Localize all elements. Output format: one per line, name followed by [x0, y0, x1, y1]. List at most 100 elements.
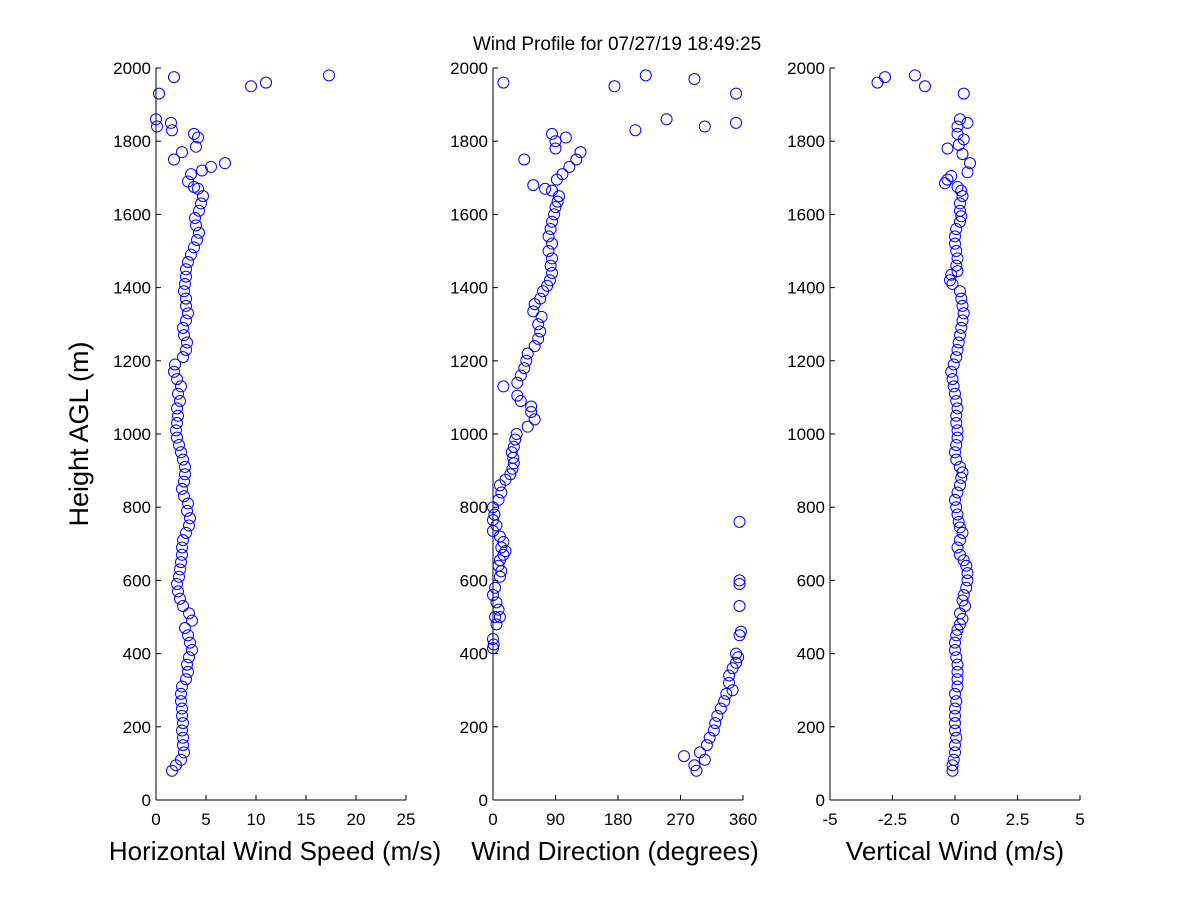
- data-point: [950, 501, 963, 514]
- data-point: [188, 180, 200, 193]
- data-point: [175, 753, 187, 766]
- data-point: [961, 166, 974, 179]
- x-tick-label: 5: [201, 810, 210, 829]
- data-point: [173, 438, 185, 451]
- data-point: [188, 241, 200, 254]
- y-tick-label: 1400: [787, 279, 825, 298]
- data-point: [177, 321, 189, 334]
- data-point: [956, 612, 969, 625]
- data-point: [528, 413, 541, 426]
- data-point: [733, 578, 746, 591]
- data-point: [950, 651, 963, 664]
- data-point: [509, 433, 522, 446]
- data-point: [518, 153, 531, 166]
- data-point: [171, 402, 183, 415]
- data-point: [949, 643, 961, 656]
- data-point: [190, 140, 202, 153]
- data-point: [176, 709, 188, 722]
- data-point: [951, 486, 964, 499]
- data-point: [549, 201, 562, 214]
- data-point: [183, 607, 195, 620]
- x-tick-label: 25: [397, 810, 416, 829]
- y-tick-label: 800: [123, 498, 151, 517]
- data-point: [949, 387, 961, 400]
- data-point: [511, 389, 524, 402]
- data-point: [950, 417, 963, 430]
- data-point: [955, 184, 968, 197]
- data-point: [180, 270, 192, 283]
- y-tick-label: 1200: [787, 352, 825, 371]
- data-point: [956, 314, 969, 327]
- data-point: [180, 263, 192, 276]
- data-point: [951, 665, 964, 678]
- data-point: [171, 417, 183, 430]
- data-point: [951, 180, 964, 193]
- data-point: [718, 695, 731, 708]
- x-tick-label: 180: [604, 810, 632, 829]
- data-point: [954, 479, 966, 492]
- data-point: [181, 336, 193, 349]
- data-point: [176, 541, 188, 554]
- data-point: [950, 629, 963, 642]
- data-point: [723, 669, 736, 682]
- data-point: [245, 80, 257, 93]
- data-point: [723, 676, 736, 689]
- data-point: [521, 420, 534, 433]
- x-tick-label: 2.5: [1006, 810, 1030, 829]
- data-point: [546, 266, 559, 279]
- data-point: [541, 279, 554, 292]
- data-point: [193, 226, 205, 239]
- y-tick-label: 600: [460, 571, 488, 590]
- data-point: [559, 131, 572, 144]
- data-point: [180, 299, 192, 312]
- data-point: [219, 157, 231, 170]
- x-tick-label: 5: [1075, 810, 1084, 829]
- y-tick-label: 0: [816, 791, 825, 810]
- data-point: [177, 600, 189, 613]
- data-point: [150, 113, 162, 126]
- x-tick-label: -5: [822, 810, 837, 829]
- data-point: [726, 684, 739, 697]
- data-point: [563, 160, 576, 173]
- data-point: [172, 409, 184, 422]
- data-points-direction: [487, 69, 747, 777]
- x-tick-label: 15: [297, 810, 316, 829]
- data-point: [178, 746, 190, 759]
- data-point: [175, 695, 187, 708]
- data-point: [714, 702, 727, 715]
- data-point: [952, 515, 965, 528]
- data-point: [954, 113, 966, 126]
- data-point: [956, 526, 969, 539]
- x-axis-label-vertical: Vertical Wind (m/s): [846, 836, 1064, 866]
- data-point: [177, 731, 189, 744]
- data-point: [183, 651, 195, 664]
- data-point: [168, 365, 180, 378]
- y-tick-label: 200: [797, 718, 825, 737]
- y-tick-label: 800: [460, 498, 488, 517]
- data-point: [961, 116, 974, 129]
- data-point: [177, 534, 189, 547]
- data-point: [939, 177, 951, 190]
- data-point: [957, 87, 970, 100]
- data-point: [492, 603, 505, 616]
- panel-speed: 0 200 400 600 800 1000 1200 1400 1600 1800 2000 0 5 1…: [109, 59, 441, 866]
- data-point: [955, 292, 968, 305]
- data-point: [543, 274, 556, 287]
- data-point: [153, 87, 165, 100]
- data-point: [489, 611, 502, 623]
- data-point: [964, 157, 976, 170]
- data-point: [171, 431, 183, 444]
- data-point: [176, 724, 188, 737]
- data-point: [919, 80, 931, 93]
- data-point: [487, 589, 499, 602]
- data-point: [189, 212, 201, 225]
- data-point: [954, 204, 966, 217]
- data-point: [909, 69, 921, 82]
- data-point: [182, 497, 194, 510]
- data-point: [492, 493, 505, 506]
- y-tick-label: 200: [123, 718, 151, 737]
- data-point: [733, 515, 746, 528]
- data-point: [956, 594, 969, 607]
- x-tick-label: 270: [666, 810, 694, 829]
